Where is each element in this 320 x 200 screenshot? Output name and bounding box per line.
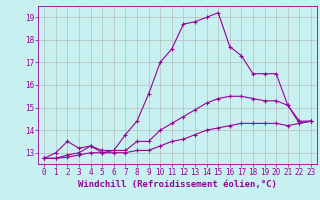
X-axis label: Windchill (Refroidissement éolien,°C): Windchill (Refroidissement éolien,°C) xyxy=(78,180,277,189)
